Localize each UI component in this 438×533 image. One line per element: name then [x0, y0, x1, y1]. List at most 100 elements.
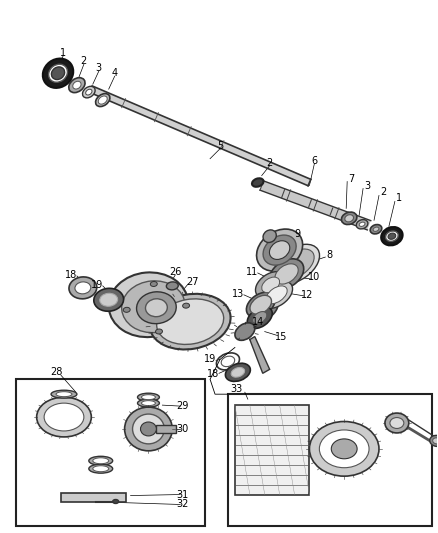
Text: 31: 31: [176, 489, 188, 499]
Ellipse shape: [247, 307, 272, 328]
Text: 9: 9: [294, 229, 300, 239]
Ellipse shape: [49, 64, 67, 82]
Text: 32: 32: [176, 499, 188, 510]
Ellipse shape: [93, 466, 109, 472]
Text: 27: 27: [186, 277, 198, 287]
Ellipse shape: [37, 397, 91, 437]
Text: 13: 13: [232, 289, 244, 299]
Text: 5: 5: [217, 141, 223, 151]
Ellipse shape: [94, 288, 124, 311]
Ellipse shape: [266, 286, 287, 304]
Ellipse shape: [138, 399, 159, 407]
Ellipse shape: [373, 227, 379, 231]
Ellipse shape: [269, 259, 304, 289]
Text: 10: 10: [308, 272, 321, 282]
Ellipse shape: [150, 294, 230, 350]
Ellipse shape: [385, 231, 398, 241]
Ellipse shape: [89, 464, 113, 473]
Text: 28: 28: [50, 367, 62, 377]
Polygon shape: [89, 86, 311, 185]
Ellipse shape: [95, 94, 110, 107]
Ellipse shape: [262, 277, 279, 293]
Text: 7: 7: [348, 174, 354, 183]
Ellipse shape: [261, 281, 293, 309]
Text: 15: 15: [276, 332, 288, 342]
Ellipse shape: [51, 390, 77, 398]
Ellipse shape: [381, 227, 403, 245]
Ellipse shape: [123, 308, 130, 312]
Ellipse shape: [356, 220, 368, 229]
Text: 2: 2: [380, 188, 386, 197]
Ellipse shape: [141, 394, 155, 400]
Ellipse shape: [113, 499, 119, 504]
Ellipse shape: [98, 96, 107, 104]
Ellipse shape: [252, 178, 264, 187]
Ellipse shape: [279, 249, 314, 279]
Ellipse shape: [44, 403, 84, 431]
Text: 1: 1: [60, 49, 66, 58]
Ellipse shape: [109, 272, 188, 337]
Ellipse shape: [249, 296, 278, 321]
Text: 33: 33: [230, 384, 242, 394]
Ellipse shape: [43, 59, 73, 88]
Ellipse shape: [275, 264, 298, 284]
Text: 19: 19: [204, 354, 216, 365]
Bar: [235, 405, 309, 495]
Ellipse shape: [385, 413, 409, 433]
Text: 30: 30: [176, 424, 188, 434]
Ellipse shape: [269, 241, 290, 260]
Ellipse shape: [257, 229, 303, 271]
Text: 14: 14: [251, 317, 264, 327]
Polygon shape: [250, 336, 270, 373]
Ellipse shape: [342, 212, 357, 224]
Ellipse shape: [235, 323, 255, 341]
Ellipse shape: [263, 230, 276, 243]
Ellipse shape: [166, 282, 178, 290]
Text: 6: 6: [311, 156, 318, 166]
Text: 8: 8: [326, 250, 332, 260]
Ellipse shape: [253, 312, 267, 324]
Polygon shape: [260, 181, 371, 230]
Text: 12: 12: [301, 290, 314, 300]
Ellipse shape: [309, 422, 379, 476]
Ellipse shape: [133, 414, 164, 444]
Ellipse shape: [145, 299, 167, 317]
Text: 18: 18: [65, 270, 77, 280]
Ellipse shape: [430, 435, 438, 447]
Ellipse shape: [124, 407, 172, 451]
Ellipse shape: [331, 439, 357, 459]
Ellipse shape: [86, 89, 92, 95]
Text: 19: 19: [91, 280, 103, 290]
Ellipse shape: [93, 458, 109, 464]
Ellipse shape: [155, 329, 162, 334]
Bar: [16, 379, 205, 527]
Ellipse shape: [141, 401, 155, 406]
Ellipse shape: [255, 272, 286, 298]
Ellipse shape: [226, 364, 251, 382]
Text: 2: 2: [267, 158, 273, 168]
Ellipse shape: [56, 392, 72, 397]
Ellipse shape: [433, 438, 438, 444]
Ellipse shape: [319, 430, 369, 468]
Ellipse shape: [263, 235, 296, 265]
Text: 26: 26: [169, 267, 181, 277]
Ellipse shape: [150, 281, 157, 286]
Bar: [61, 492, 126, 503]
Bar: [156, 425, 176, 433]
Text: 3: 3: [364, 181, 370, 190]
Ellipse shape: [388, 233, 396, 239]
Text: 11: 11: [246, 267, 258, 277]
Ellipse shape: [100, 293, 118, 306]
Text: 18: 18: [207, 369, 219, 379]
Ellipse shape: [183, 303, 190, 308]
Ellipse shape: [122, 281, 185, 333]
Ellipse shape: [141, 422, 156, 436]
Ellipse shape: [157, 299, 224, 344]
Ellipse shape: [359, 222, 365, 227]
Ellipse shape: [231, 367, 244, 377]
Ellipse shape: [51, 67, 65, 79]
Ellipse shape: [137, 292, 176, 324]
Ellipse shape: [75, 282, 91, 294]
Text: 29: 29: [176, 401, 188, 411]
Text: 4: 4: [112, 68, 118, 78]
